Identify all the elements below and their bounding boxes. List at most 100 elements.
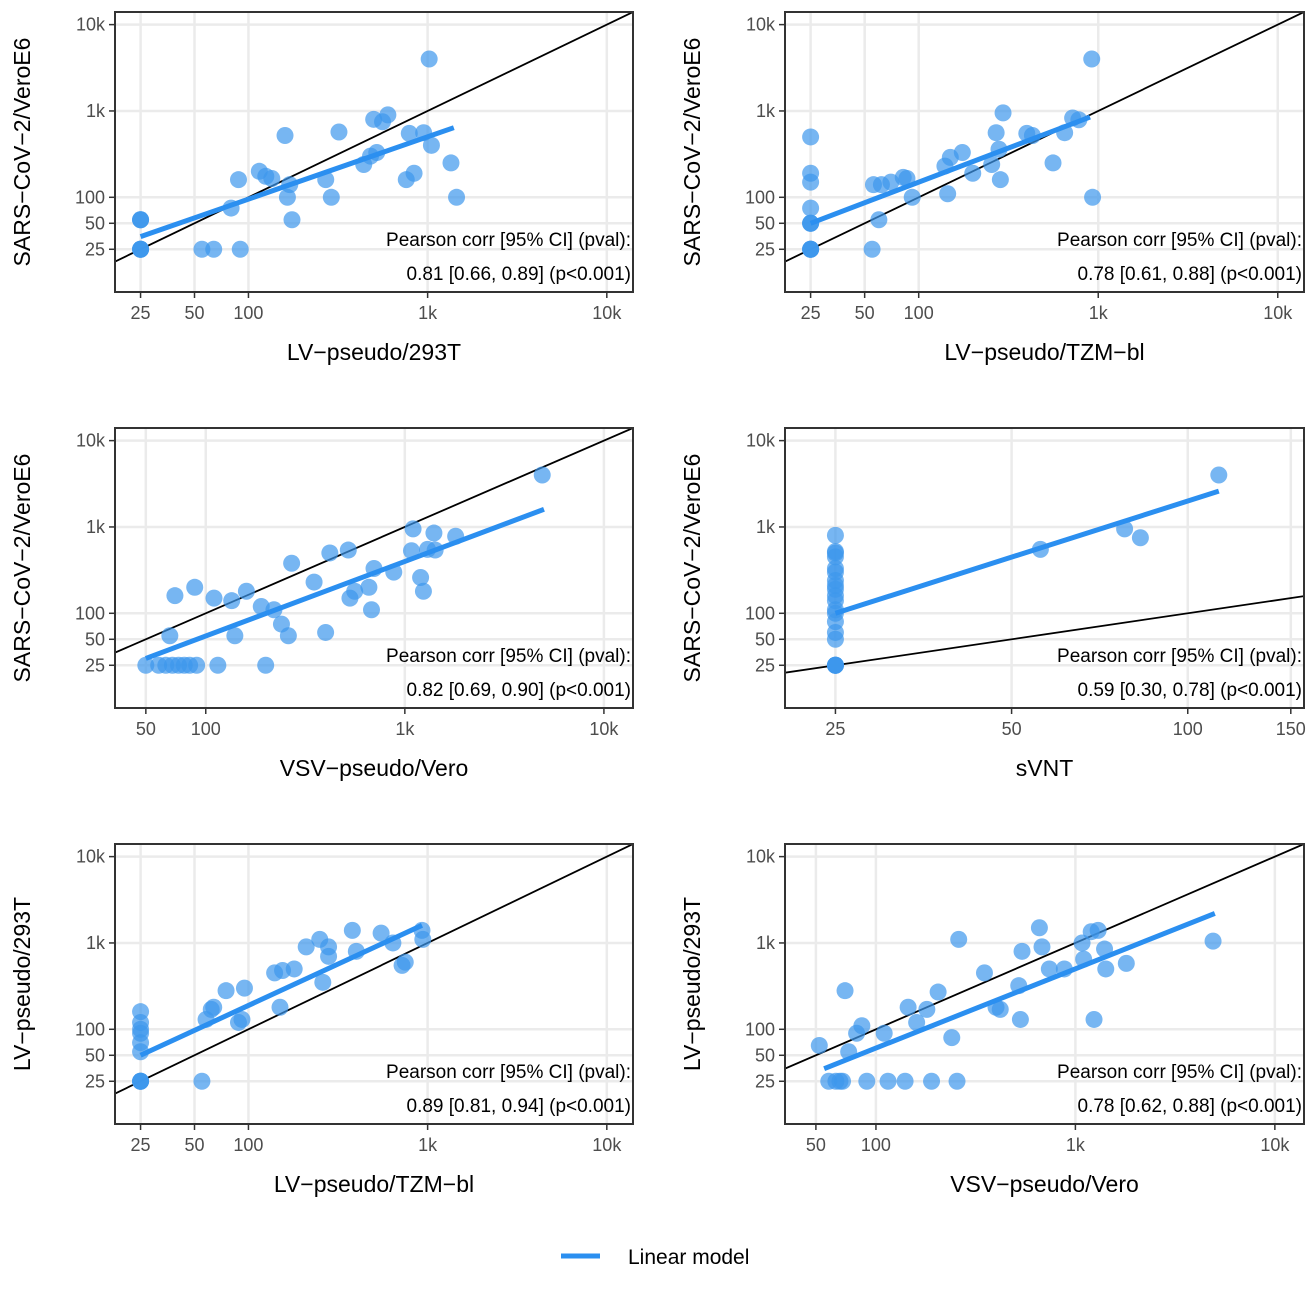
y-axis-title: SARS−CoV−2/VeroE6 bbox=[9, 38, 35, 267]
data-point bbox=[448, 188, 466, 206]
data-point bbox=[1083, 50, 1101, 68]
data-point bbox=[923, 1072, 941, 1090]
y-tick-label: 1k bbox=[86, 933, 106, 953]
data-point bbox=[533, 466, 551, 484]
y-tick-label: 100 bbox=[75, 603, 105, 623]
data-point bbox=[188, 656, 206, 674]
data-point bbox=[870, 211, 888, 229]
data-point bbox=[276, 126, 294, 144]
data-point bbox=[425, 524, 443, 542]
data-point bbox=[875, 1024, 893, 1042]
data-point bbox=[1210, 466, 1228, 484]
panel-border bbox=[114, 427, 634, 709]
data-point bbox=[186, 578, 204, 596]
data-point bbox=[853, 1017, 871, 1035]
data-point bbox=[229, 171, 247, 189]
y-tick-label: 1k bbox=[756, 101, 776, 121]
panel-border bbox=[784, 843, 1305, 1125]
data-point bbox=[132, 1003, 150, 1021]
data-point bbox=[132, 211, 150, 229]
data-point bbox=[1084, 188, 1102, 206]
data-point bbox=[161, 627, 179, 645]
data-point bbox=[975, 964, 993, 982]
data-point bbox=[903, 188, 921, 206]
chart-panel-2: 25 50 100 1k 10k 25 50 100 1k 10k LV−pseudo/TZM−bl… bbox=[679, 11, 1305, 365]
linear-model-line bbox=[139, 125, 455, 240]
data-point bbox=[918, 1000, 936, 1018]
y-tick-label: 1k bbox=[86, 101, 106, 121]
y-axis-title: SARS−CoV−2/VeroE6 bbox=[679, 454, 705, 683]
data-point bbox=[226, 627, 244, 645]
data-point bbox=[943, 1029, 961, 1047]
data-point bbox=[826, 526, 844, 544]
y-tick-label: 25 bbox=[755, 655, 775, 675]
y-tick-label: 10k bbox=[76, 15, 106, 35]
chart-panel-3: 50 100 1k 10k 25 50 100 1k 10k VSV−pseudo/Vero SAR… bbox=[9, 427, 634, 781]
correlation-annotation-title: Pearson corr [95% CI] (pval): bbox=[386, 646, 631, 667]
legend: Linear model bbox=[561, 1246, 749, 1269]
x-tick-label: 50 bbox=[806, 1135, 826, 1155]
data-point bbox=[205, 998, 223, 1016]
data-point bbox=[929, 983, 947, 1001]
data-point bbox=[422, 136, 440, 154]
data-point bbox=[1030, 919, 1048, 937]
y-tick-label: 50 bbox=[755, 213, 775, 233]
data-point bbox=[209, 656, 227, 674]
y-axis-title: LV−pseudo/293T bbox=[9, 897, 35, 1071]
chart-panel-5: 25 50 100 1k 10k 25 50 100 1k 10k LV−pseudo/TZM−bl… bbox=[9, 843, 634, 1197]
data-point bbox=[826, 542, 844, 560]
y-tick-label: 25 bbox=[755, 239, 775, 259]
x-tick-label: 10k bbox=[589, 719, 619, 739]
y-tick-label: 25 bbox=[755, 1071, 775, 1091]
x-tick-label: 50 bbox=[184, 1135, 204, 1155]
x-tick-label: 50 bbox=[184, 303, 204, 323]
identity-line bbox=[785, 12, 1304, 263]
chart-panel-6: 50 100 1k 10k 25 50 100 1k 10k VSV−pseudo/Vero LV−… bbox=[679, 843, 1305, 1197]
correlation-annotation-title: Pearson corr [95% CI] (pval): bbox=[386, 1062, 631, 1083]
x-axis-title: sVNT bbox=[1016, 755, 1074, 781]
data-point bbox=[223, 592, 241, 610]
x-tick-label: 25 bbox=[825, 719, 845, 739]
data-point bbox=[1117, 954, 1135, 972]
data-point bbox=[322, 188, 340, 206]
chart-panel-4: 25 50 100 150 25 50 100 1k 10k sVNT SARS−CoV−2/Ver… bbox=[679, 427, 1306, 781]
data-point bbox=[193, 1072, 211, 1090]
data-point bbox=[205, 589, 223, 607]
data-point bbox=[863, 240, 881, 258]
x-tick-label: 1k bbox=[418, 1135, 438, 1155]
data-point bbox=[964, 164, 982, 182]
correlation-annotation-title: Pearson corr [95% CI] (pval): bbox=[386, 230, 631, 251]
y-tick-label: 1k bbox=[756, 933, 776, 953]
data-point bbox=[317, 623, 335, 641]
data-point bbox=[939, 185, 957, 203]
data-point bbox=[826, 560, 844, 578]
x-tick-label: 10k bbox=[1260, 1135, 1290, 1155]
y-tick-label: 10k bbox=[746, 15, 776, 35]
data-point bbox=[217, 982, 235, 1000]
data-point bbox=[346, 582, 364, 600]
correlation-annotation-value: 0.81 [0.66, 0.89] (p<0.001) bbox=[407, 264, 631, 285]
legend-label: Linear model bbox=[628, 1246, 749, 1269]
data-point bbox=[1040, 960, 1058, 978]
identity-line bbox=[115, 844, 633, 1095]
data-point bbox=[193, 240, 211, 258]
x-tick-label: 100 bbox=[1173, 719, 1203, 739]
x-tick-label: 25 bbox=[801, 303, 821, 323]
x-tick-label: 50 bbox=[855, 303, 875, 323]
x-axis-title: LV−pseudo/293T bbox=[287, 339, 461, 365]
data-point bbox=[1011, 1010, 1029, 1028]
data-point bbox=[233, 1010, 251, 1028]
correlation-annotation-title: Pearson corr [95% CI] (pval): bbox=[1057, 1062, 1302, 1083]
x-axis-title: LV−pseudo/TZM−bl bbox=[274, 1171, 474, 1197]
panel-border bbox=[114, 843, 634, 1125]
y-tick-label: 10k bbox=[76, 847, 106, 867]
data-point bbox=[1033, 938, 1051, 956]
data-point bbox=[802, 199, 820, 217]
data-point bbox=[412, 568, 430, 586]
data-point bbox=[404, 520, 422, 538]
data-point bbox=[1044, 154, 1062, 172]
linear-model-line bbox=[139, 923, 424, 1058]
data-point bbox=[166, 587, 184, 605]
x-tick-label: 10k bbox=[1263, 303, 1293, 323]
